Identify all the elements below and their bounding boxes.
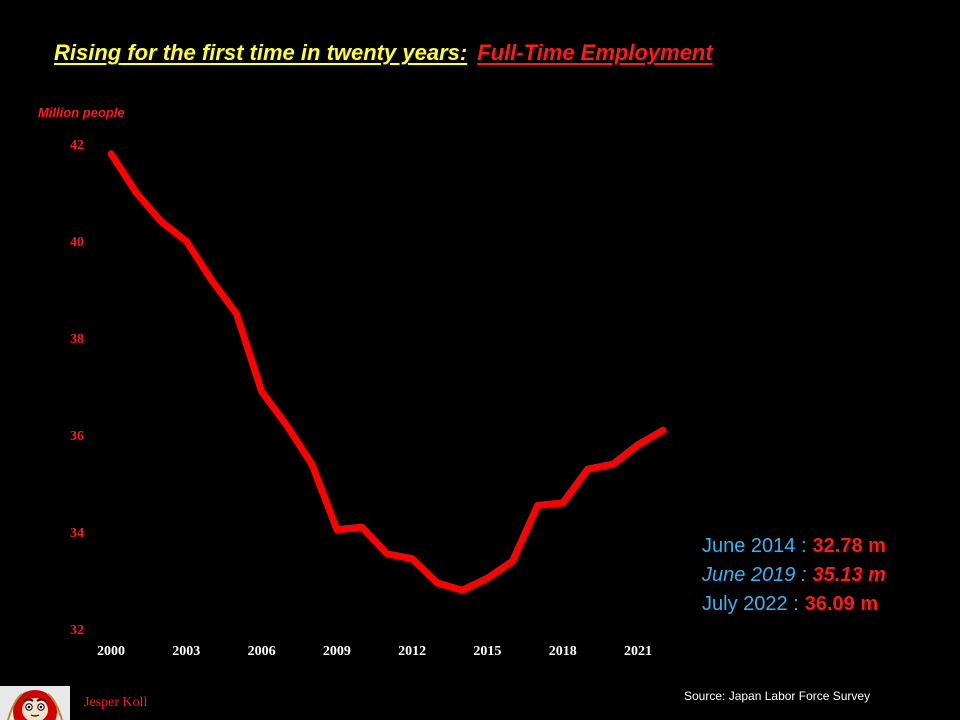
daruma-logo (0, 686, 70, 720)
x-tick-label: 2003 (172, 644, 200, 659)
y-tick-label: 34 (70, 526, 84, 541)
stats-panel: June 2014 :32.78 m June 2019 :35.13 m Ju… (702, 532, 886, 619)
series-group (107, 150, 667, 594)
y-tick-group: 32 34 36 38 40 42 (70, 138, 84, 638)
y-tick-label: 42 (70, 138, 84, 153)
x-tick-label: 2015 (473, 644, 501, 659)
stat-row: June 2014 :32.78 m (702, 532, 886, 561)
y-tick-label: 40 (70, 235, 84, 250)
title-part-1: Rising for the first time in twenty year… (54, 40, 468, 65)
stat-label: July 2022 : (702, 593, 799, 615)
x-tick-label: 2006 (248, 644, 276, 659)
x-tick-label: 2012 (398, 644, 426, 659)
stat-value: 36.09 m (804, 593, 879, 615)
title-part-2: Full-Time Employment (477, 40, 713, 65)
stat-row: July 2022 :36.09 m (702, 590, 886, 619)
stat-value: 32.78 m (812, 535, 886, 557)
x-tick-label: 2018 (549, 644, 577, 659)
y-tick-label: 32 (70, 623, 84, 638)
stat-value: 35.13 m (812, 564, 886, 586)
y-tick-label: 36 (70, 429, 84, 444)
series-line (107, 150, 667, 594)
y-tick-label: 38 (70, 332, 84, 347)
daruma-icon (0, 686, 70, 720)
y-axis-label: Million people (38, 105, 125, 120)
x-tick-label: 2009 (323, 644, 351, 659)
chart-title: Rising for the first time in twenty year… (54, 40, 713, 66)
source-note: Source: Japan Labor Force Survey (684, 689, 871, 703)
author-name: Jesper Koll (84, 695, 148, 710)
x-tick-label: 2021 (624, 644, 652, 659)
stat-label: June 2014 : (702, 535, 807, 557)
stat-label: June 2019 : (702, 564, 807, 586)
x-tick-label: 2000 (97, 644, 125, 659)
x-tick-group: 2000 2003 2006 2009 2012 2015 2018 2021 (97, 644, 652, 659)
stat-row: June 2019 :35.13 m (702, 561, 886, 590)
